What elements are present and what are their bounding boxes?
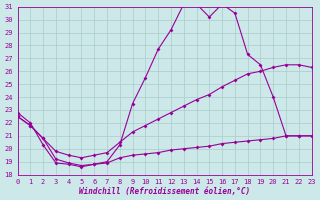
X-axis label: Windchill (Refroidissement éolien,°C): Windchill (Refroidissement éolien,°C) [79, 187, 250, 196]
